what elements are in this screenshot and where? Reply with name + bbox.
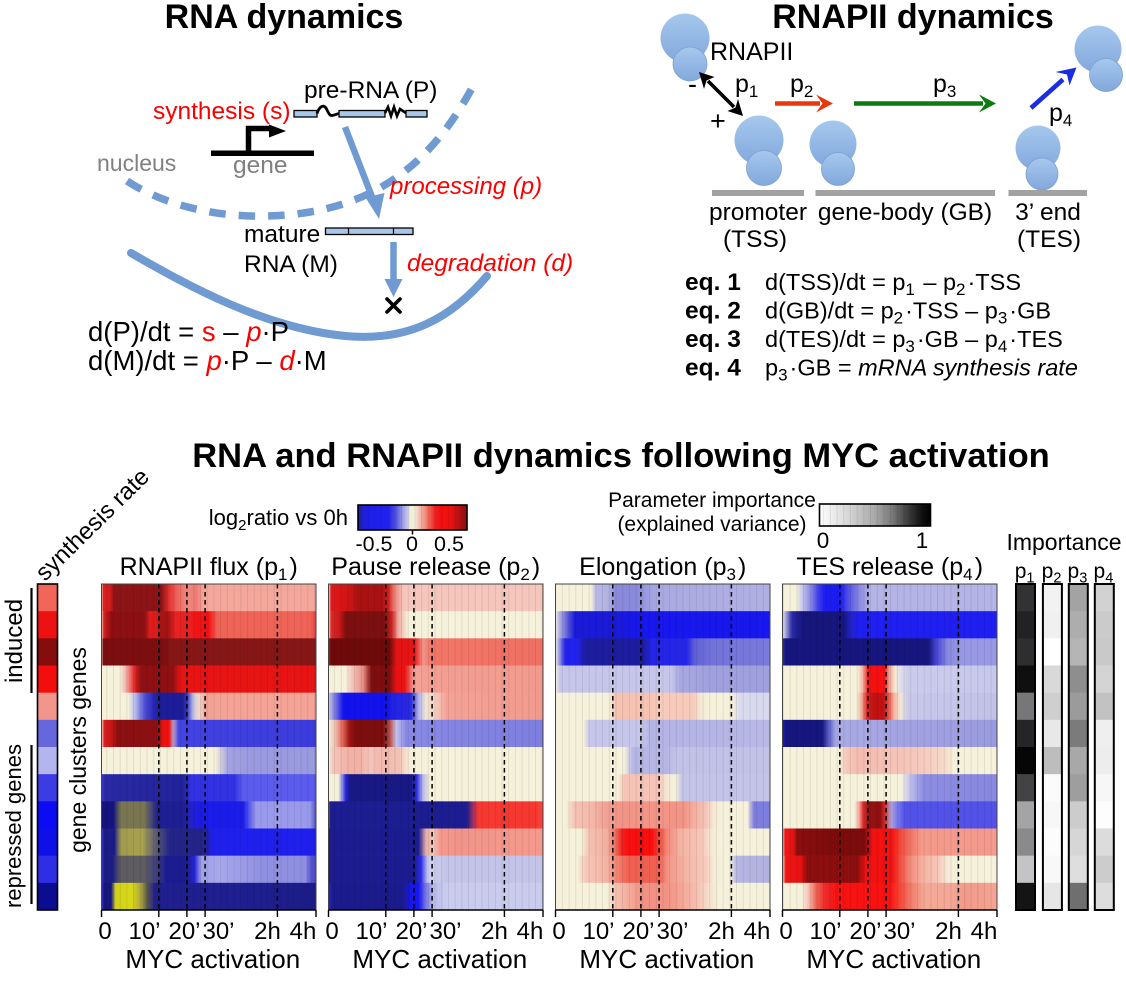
svg-text:20’: 20’ [168, 918, 200, 945]
svg-text:Importance: Importance [1006, 529, 1121, 555]
svg-text:0: 0 [98, 918, 111, 945]
svg-text:0: 0 [552, 918, 565, 945]
svg-text:30’: 30’ [656, 918, 688, 945]
svg-text:induced: induced [1, 599, 28, 683]
svg-text:d(TSS)/dt = p1 – p2 ·TSS: d(TSS)/dt = p1 – p2 ·TSS [765, 269, 1021, 299]
svg-text:Pause release (p2 ): Pause release (p2 ) [331, 553, 540, 584]
svg-text:-0.5: -0.5 [355, 532, 392, 556]
svg-text:30’: 30’ [883, 918, 915, 945]
svg-text:gene clusters genes: gene clusters genes [65, 647, 91, 853]
svg-text:eq. 1: eq. 1 [685, 269, 741, 296]
svg-text:MYC activation: MYC activation [125, 944, 300, 974]
svg-text:degradation (d): degradation (d) [407, 250, 573, 277]
svg-text:d(TES)/dt = p3 ·GB – p4 ·TES: d(TES)/dt = p3 ·GB – p4 ·TES [765, 326, 1063, 356]
svg-text:2h: 2h [708, 918, 735, 945]
svg-text:RNA dynamics: RNA dynamics [165, 0, 404, 36]
svg-text:MYC activation: MYC activation [806, 944, 981, 974]
svg-text:d(GB)/dt = p2 ·TSS – p3 ·GB: d(GB)/dt = p2 ·TSS – p3 ·GB [765, 298, 1051, 328]
svg-text:synthesis (s): synthesis (s) [153, 98, 291, 125]
svg-text:MYC activation: MYC activation [352, 944, 527, 974]
svg-text:30’: 30’ [202, 918, 234, 945]
svg-text:20’: 20’ [849, 918, 881, 945]
svg-text:4h: 4h [744, 918, 771, 945]
svg-text:eq. 3: eq. 3 [685, 326, 741, 353]
svg-text:10’: 10’ [355, 918, 387, 945]
svg-text:(explained variance): (explained variance) [617, 513, 806, 536]
svg-text:10’: 10’ [809, 918, 841, 945]
svg-text:3’ end: 3’ end [1015, 199, 1081, 226]
svg-text:eq. 2: eq. 2 [685, 298, 741, 325]
svg-text:MYC activation: MYC activation [579, 944, 754, 974]
svg-text:(TSS): (TSS) [723, 226, 787, 253]
svg-text:RNAPII dynamics: RNAPII dynamics [772, 0, 1054, 36]
svg-text:RNA and RNAPII dynamics follow: RNA and RNAPII dynamics following MYC ac… [192, 437, 1049, 475]
svg-text:gene-body (GB): gene-body (GB) [818, 199, 992, 226]
svg-text:0: 0 [406, 532, 418, 556]
svg-text:10’: 10’ [582, 918, 614, 945]
svg-text:20’: 20’ [622, 918, 654, 945]
svg-text:2h: 2h [481, 918, 508, 945]
svg-text:nucleus: nucleus [97, 150, 176, 176]
svg-text:30’: 30’ [429, 918, 461, 945]
svg-text:20’: 20’ [395, 918, 427, 945]
svg-text:4h: 4h [290, 918, 317, 945]
svg-text:RNAPII: RNAPII [710, 38, 793, 66]
svg-text:RNAPII flux (p1 ): RNAPII flux (p1 ) [120, 553, 298, 584]
svg-text:0: 0 [817, 528, 830, 553]
svg-text:(TES): (TES) [1017, 226, 1081, 253]
svg-text:Parameter importance: Parameter importance [608, 489, 816, 512]
svg-text:log2ratio vs 0h: log2ratio vs 0h [209, 505, 348, 534]
svg-text:promoter: promoter [709, 199, 807, 226]
svg-text:2h: 2h [935, 918, 962, 945]
svg-text:Elongation (p3 ): Elongation (p3 ) [579, 553, 746, 584]
svg-text:RNA (M): RNA (M) [244, 251, 338, 278]
svg-text:repressed genes: repressed genes [1, 744, 26, 908]
svg-text:mature: mature [244, 221, 320, 248]
svg-text:p3 ·GB = mRNA synthesis rate: p3 ·GB = mRNA synthesis rate [765, 355, 1078, 385]
svg-text:TES release (p4 ): TES release (p4 ) [796, 553, 983, 584]
svg-text:0: 0 [779, 918, 792, 945]
svg-text:2h: 2h [254, 918, 281, 945]
svg-text:processing (p): processing (p) [389, 173, 542, 200]
svg-text:0: 0 [325, 918, 338, 945]
svg-text:-: - [688, 69, 697, 99]
svg-text:1: 1 [916, 528, 929, 553]
svg-text:eq. 4: eq. 4 [685, 355, 741, 382]
svg-text:pre-RNA (P): pre-RNA (P) [304, 77, 437, 104]
svg-text:gene: gene [233, 152, 288, 179]
svg-text:d(M)/dt = p·P – d·M: d(M)/dt = p·P – d·M [88, 345, 327, 376]
svg-text:0.5: 0.5 [434, 532, 464, 556]
svg-text:d(P)/dt = s – p·P: d(P)/dt = s – p·P [88, 316, 289, 347]
svg-text:+: + [710, 106, 726, 136]
svg-text:4h: 4h [517, 918, 544, 945]
svg-text:10’: 10’ [128, 918, 160, 945]
svg-text:4h: 4h [971, 918, 998, 945]
